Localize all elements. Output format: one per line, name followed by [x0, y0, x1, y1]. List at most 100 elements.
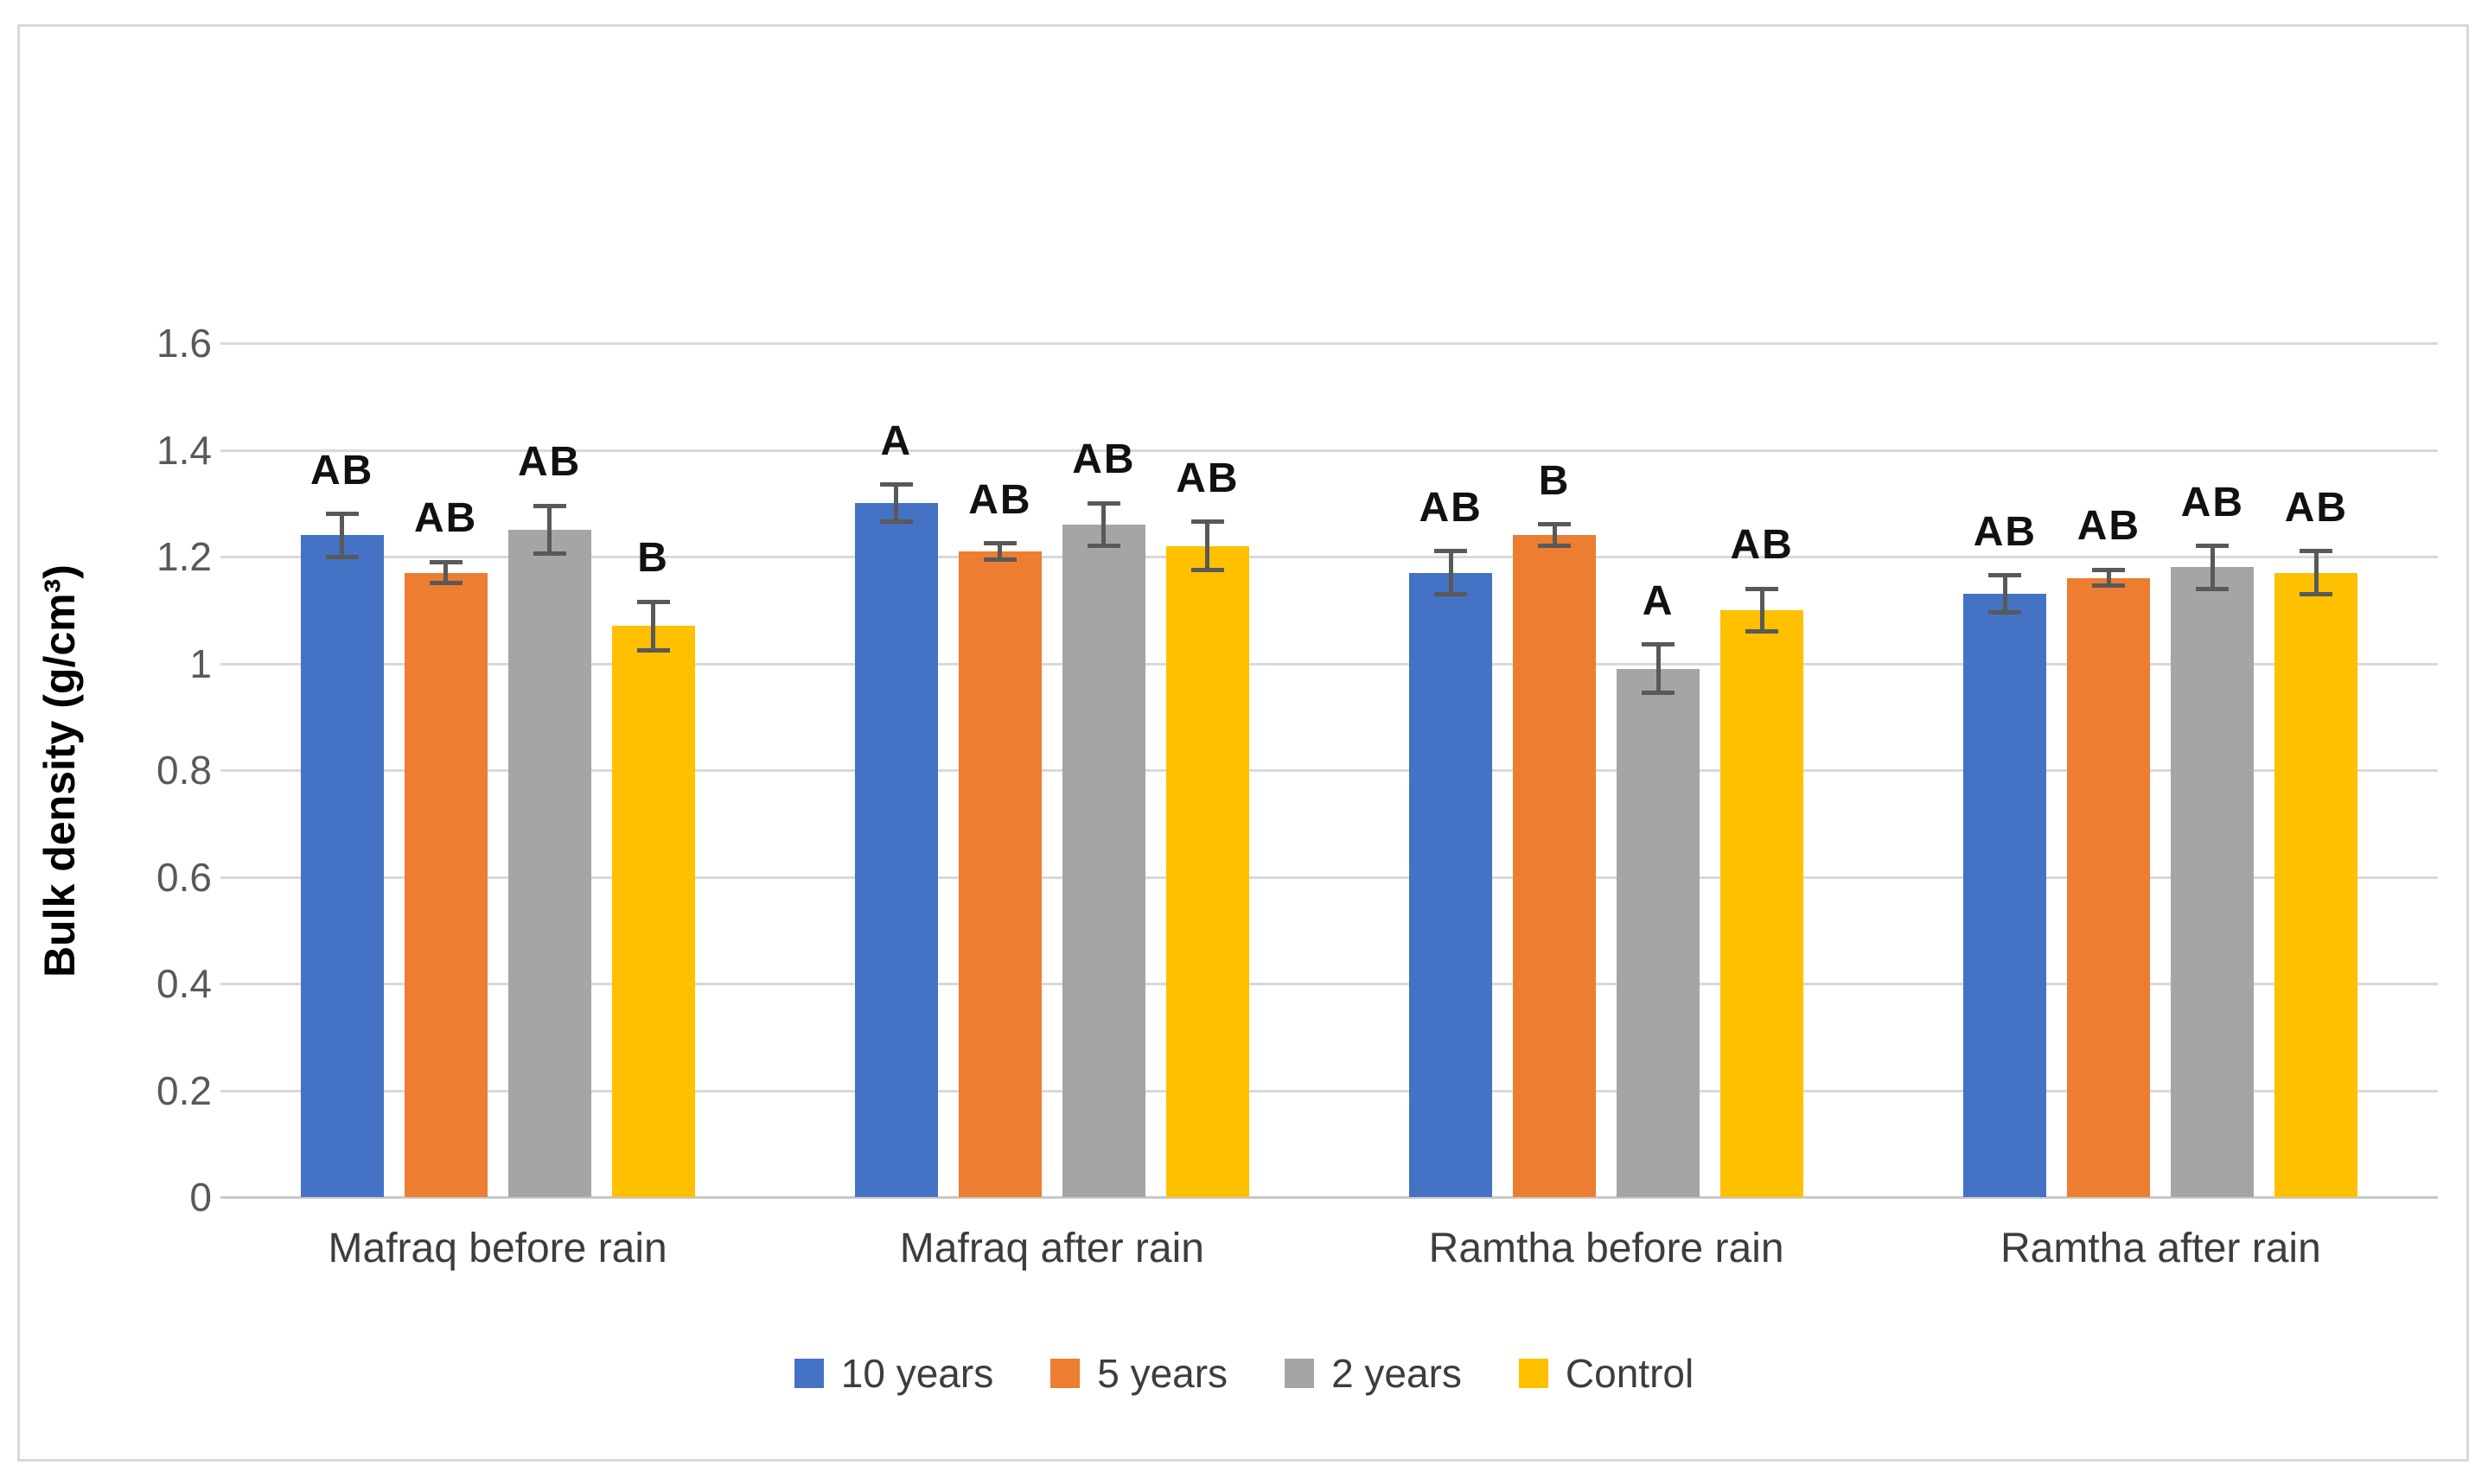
y-tick-label: 0.2: [156, 1067, 212, 1113]
y-tick-label: 0.6: [156, 854, 212, 900]
error-bar-stem: [1655, 644, 1661, 693]
error-bar-cap: [2196, 544, 2230, 549]
error-bar-cap: [1190, 567, 1224, 572]
bar: [1409, 572, 1493, 1197]
significance-letter: AB: [1419, 484, 1483, 531]
error-bar-cap: [636, 599, 670, 604]
error-bar-cap: [325, 554, 359, 559]
legend-item: Control: [1518, 1350, 1694, 1397]
legend-swatch: [1518, 1359, 1548, 1388]
error-bar-cap: [1988, 610, 2022, 615]
significance-letter: AB: [968, 476, 1032, 523]
error-bar-cap: [1988, 573, 2022, 578]
error-bar-cap: [429, 559, 463, 564]
bar: [2067, 577, 2151, 1197]
significance-letter: AB: [2180, 479, 2245, 525]
bar: [611, 626, 695, 1197]
y-tick-label: 0.8: [156, 748, 212, 793]
bar: [1963, 594, 2047, 1197]
significance-letter: B: [1538, 457, 1571, 504]
gridline: [220, 342, 2438, 345]
gridline: [220, 556, 2438, 558]
error-bar-stem: [894, 484, 899, 522]
error-bar-stem: [2106, 570, 2111, 586]
error-bar-cap: [533, 551, 566, 557]
bar: [2171, 567, 2255, 1197]
legend-item: 2 years: [1285, 1350, 1462, 1397]
error-bar-cap: [1087, 544, 1120, 549]
bar: [300, 535, 384, 1197]
x-category-label: Ramtha before rain: [1428, 1226, 1784, 1271]
error-bar-cap: [533, 503, 566, 508]
bar: [1617, 668, 1700, 1197]
legend-label: 5 years: [1097, 1351, 1228, 1396]
error-bar-cap: [879, 482, 913, 487]
gridline: [220, 1089, 2438, 1092]
y-tick-label: 0.4: [156, 961, 212, 1006]
gridline: [220, 983, 2438, 985]
y-tick-label: 0: [189, 1175, 212, 1220]
significance-letter: A: [880, 417, 913, 464]
error-bar-stem: [2210, 545, 2215, 589]
error-bar-stem: [651, 602, 656, 651]
error-bar-cap: [1538, 522, 1572, 527]
legend-item: 10 years: [794, 1350, 993, 1397]
bar: [1165, 545, 1249, 1197]
gridline: [220, 1196, 2438, 1199]
y-tick-label: 1.4: [156, 427, 212, 473]
error-bar-cap: [1642, 690, 1675, 695]
error-bar-cap: [879, 519, 913, 525]
legend-item: 5 years: [1050, 1350, 1228, 1397]
legend-swatch: [1050, 1359, 1081, 1388]
significance-letter: AB: [517, 439, 582, 486]
error-bar-cap: [1745, 586, 1779, 591]
legend-label: Control: [1565, 1351, 1694, 1396]
error-bar-stem: [2002, 575, 2007, 613]
error-bar-stem: [998, 543, 1003, 560]
significance-letter: AB: [2077, 503, 2141, 550]
legend-label: 10 years: [840, 1351, 994, 1396]
error-bar-cap: [2092, 583, 2126, 589]
gridline: [220, 662, 2438, 666]
error-bar-cap: [325, 512, 359, 517]
error-bar-stem: [340, 513, 345, 557]
error-bar-cap: [983, 541, 1017, 546]
x-category-label: Ramtha after rain: [2000, 1226, 2321, 1271]
error-bar-cap: [983, 557, 1017, 562]
error-bar-stem: [1552, 524, 1557, 546]
legend-swatch: [794, 1359, 824, 1388]
error-bar-cap: [1434, 549, 1468, 554]
legend: 10 years 5 years 2 years Control: [0, 1350, 2488, 1397]
bar: [1720, 609, 1804, 1197]
error-bar-cap: [2092, 567, 2126, 572]
error-bar-cap: [429, 581, 463, 586]
error-bar-cap: [2300, 549, 2333, 554]
legend-label: 2 years: [1331, 1351, 1462, 1396]
significance-letter: AB: [1072, 436, 1136, 483]
error-bar-cap: [2300, 591, 2333, 596]
error-bar-cap: [1087, 500, 1120, 506]
gridline: [220, 449, 2438, 452]
y-tick-label: 1.2: [156, 534, 212, 579]
error-bar-stem: [2313, 551, 2319, 595]
error-bar-stem: [1759, 589, 1764, 632]
significance-letter: AB: [2284, 484, 2349, 531]
significance-letter: AB: [1730, 522, 1794, 569]
error-bar-stem: [547, 506, 552, 554]
significance-letter: AB: [413, 495, 478, 542]
plot-area: [220, 342, 2438, 1199]
bar: [1062, 524, 1145, 1197]
bar: [2274, 572, 2358, 1197]
error-bar-cap: [1190, 519, 1224, 525]
legend-swatch: [1285, 1359, 1315, 1388]
error-bar-cap: [1745, 628, 1779, 634]
bar: [958, 551, 1042, 1197]
x-category-label: Mafraq before rain: [328, 1226, 667, 1271]
error-bar-stem: [1101, 503, 1107, 546]
error-bar-cap: [1642, 642, 1675, 647]
error-bar-cap: [2196, 586, 2230, 591]
error-bar-cap: [1538, 544, 1572, 549]
bar: [404, 572, 488, 1197]
significance-letter: B: [637, 535, 669, 582]
